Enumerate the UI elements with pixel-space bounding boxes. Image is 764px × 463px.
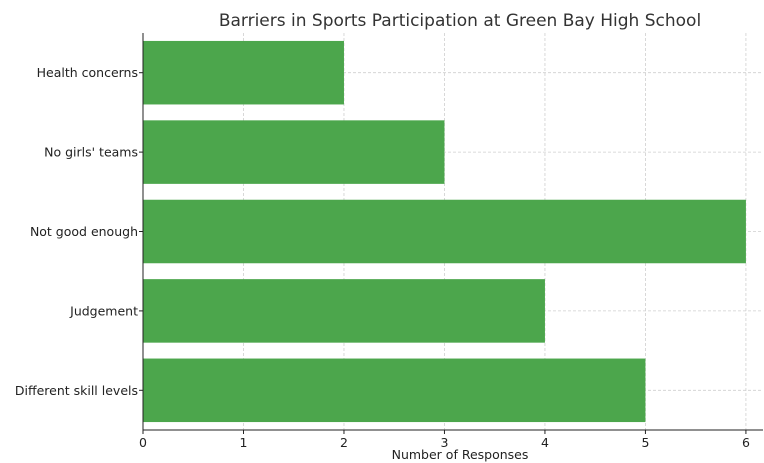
y-tick-label: Judgement <box>69 303 138 318</box>
x-tick-label: 5 <box>641 435 649 450</box>
y-tick-label: Health concerns <box>37 65 138 80</box>
x-tick-label: 2 <box>340 435 348 450</box>
x-tick-label: 6 <box>742 435 750 450</box>
chart-title: Barriers in Sports Participation at Gree… <box>219 11 701 31</box>
bar-health-concerns <box>143 40 344 105</box>
y-tick-labels: Different skill levels Judgement Not good … <box>15 65 138 398</box>
x-axis-label: Number of Responses <box>392 447 529 462</box>
bar-different-skill-levels <box>143 358 646 423</box>
x-tick-label: 4 <box>541 435 549 450</box>
bar-judgement <box>143 279 545 343</box>
y-tick-label: Different skill levels <box>15 383 138 398</box>
bars-layer <box>143 40 746 423</box>
y-tick-label: No girls' teams <box>44 145 138 160</box>
y-tick-label: Not good enough <box>30 224 138 239</box>
axes-layer <box>139 33 763 434</box>
x-tick-label: 0 <box>139 435 147 450</box>
bar-not-good-enough <box>143 199 746 264</box>
x-tick-label: 1 <box>240 435 248 450</box>
x-tick-labels: 0 1 2 3 4 5 6 <box>139 435 750 450</box>
bar-no-girls-teams <box>143 120 445 184</box>
x-tick-label: 3 <box>440 435 448 450</box>
